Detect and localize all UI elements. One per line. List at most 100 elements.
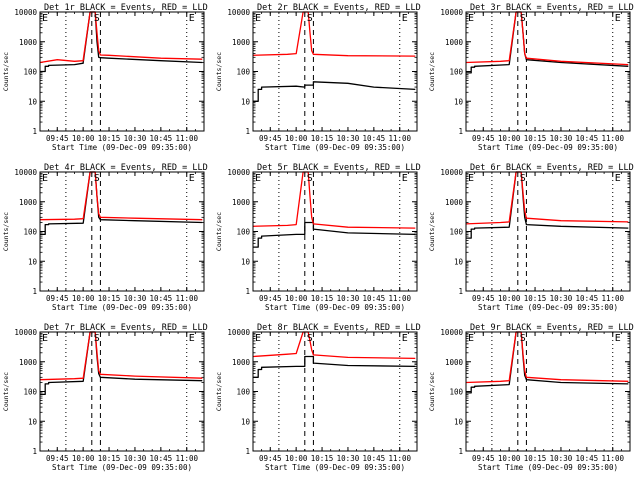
x-axis-label: Start Time (09-Dec-09 09:35:00) — [52, 303, 192, 312]
x-tick-label: 09:45 — [259, 294, 282, 303]
time-marker-label: E — [468, 13, 474, 24]
y-tick-label: 100 — [236, 228, 250, 237]
x-tick-label: 10:45 — [363, 454, 386, 463]
events-series-line — [466, 331, 629, 394]
panel-title: Det 2r BLACK = Events, RED = LLD — [257, 3, 421, 13]
panel-title: Det 4r BLACK = Events, RED = LLD — [44, 163, 208, 173]
x-tick-label: 10:30 — [337, 294, 360, 303]
detector-panel-4: Det 4r BLACK = Events, RED = LLD Counts/s… — [2, 163, 208, 312]
y-tick-label: 10000 — [440, 328, 463, 337]
y-tick-label: 10 — [241, 257, 251, 266]
x-tick-label: 09:45 — [472, 454, 495, 463]
y-tick-label: 100 — [449, 68, 463, 77]
x-tick-label: 10:15 — [98, 294, 121, 303]
x-tick-label: 10:00 — [498, 454, 521, 463]
time-marker-label: S — [94, 333, 100, 344]
x-tick-label: 10:15 — [524, 294, 547, 303]
y-tick-label: 100 — [449, 228, 463, 237]
time-marker-label: E — [615, 333, 621, 344]
time-marker-label: E — [189, 13, 195, 24]
y-axis-label: Counts/sec — [215, 212, 223, 251]
y-tick-label: 1 — [458, 447, 463, 456]
time-marker-label: E — [615, 173, 621, 184]
y-tick-label: 1000 — [445, 38, 464, 47]
time-marker-label: E — [468, 333, 474, 344]
x-tick-label: 10:00 — [285, 134, 308, 143]
time-marker-label: E — [189, 333, 195, 344]
time-marker-label: S — [520, 333, 526, 344]
detector-panel-8: Det 8r BLACK = Events, RED = LLD Counts/s… — [215, 323, 421, 472]
x-tick-label: 10:30 — [124, 454, 147, 463]
y-tick-label: 1 — [32, 447, 37, 456]
y-tick-label: 10000 — [227, 8, 250, 17]
y-tick-label: 10 — [28, 257, 38, 266]
y-tick-label: 1000 — [232, 358, 251, 367]
x-tick-label: 10:15 — [98, 454, 121, 463]
x-tick-label: 09:45 — [46, 294, 69, 303]
detector-panel-7: Det 7r BLACK = Events, RED = LLD Counts/s… — [2, 323, 208, 472]
y-axis-label: Counts/sec — [428, 52, 436, 91]
plot-frame — [465, 11, 631, 132]
x-tick-label: 09:45 — [472, 134, 495, 143]
y-tick-label: 1000 — [19, 358, 38, 367]
panel-title: Det 3r BLACK = Events, RED = LLD — [470, 3, 634, 13]
events-series-line — [40, 11, 203, 73]
y-tick-label: 10 — [454, 97, 464, 106]
time-marker-label: E — [255, 173, 261, 184]
y-tick-label: 10000 — [14, 8, 37, 17]
x-tick-label: 10:45 — [150, 454, 173, 463]
time-marker-label: E — [42, 13, 48, 24]
y-tick-label: 100 — [449, 388, 463, 397]
plot-frame — [252, 331, 418, 452]
y-tick-label: 1000 — [19, 38, 38, 47]
x-tick-label: 10:45 — [576, 134, 599, 143]
x-tick-label: 10:15 — [311, 134, 334, 143]
y-axis-label: Counts/sec — [215, 52, 223, 91]
plot-frame — [465, 331, 631, 452]
x-tick-label: 10:15 — [311, 454, 334, 463]
time-marker-label: E — [255, 13, 261, 24]
y-tick-label: 1000 — [19, 198, 38, 207]
y-tick-label: 10 — [454, 417, 464, 426]
y-tick-label: 1000 — [445, 198, 464, 207]
lld-series-line — [39, 171, 203, 221]
x-tick-label: 10:00 — [72, 454, 95, 463]
y-axis-label: Counts/sec — [2, 372, 10, 411]
time-marker-label: S — [520, 173, 526, 184]
time-marker-label: E — [402, 333, 408, 344]
time-marker-label: S — [307, 173, 313, 184]
lld-series-line — [39, 11, 203, 64]
time-marker-label: S — [94, 13, 100, 24]
plot-frame — [252, 11, 418, 132]
x-tick-label: 10:15 — [524, 454, 547, 463]
events-series-line — [253, 221, 416, 248]
x-axis-label: Start Time (09-Dec-09 09:35:00) — [478, 463, 618, 472]
x-tick-label: 10:15 — [524, 134, 547, 143]
x-tick-label: 10:30 — [550, 294, 573, 303]
x-tick-label: 09:45 — [472, 294, 495, 303]
time-marker-label: E — [42, 333, 48, 344]
x-tick-label: 10:00 — [285, 454, 308, 463]
y-tick-label: 10 — [241, 417, 251, 426]
x-tick-label: 11:00 — [388, 134, 411, 143]
time-marker-label: S — [307, 13, 313, 24]
detector-panel-1: Det 1r BLACK = Events, RED = LLD Counts/s… — [2, 3, 208, 152]
y-tick-label: 100 — [23, 228, 37, 237]
x-tick-label: 10:15 — [311, 294, 334, 303]
y-tick-label: 10000 — [440, 8, 463, 17]
x-tick-label: 11:00 — [601, 294, 624, 303]
x-tick-label: 09:45 — [46, 454, 69, 463]
events-series-line — [40, 171, 203, 236]
y-tick-label: 1 — [458, 287, 463, 296]
x-axis-label: Start Time (09-Dec-09 09:35:00) — [52, 463, 192, 472]
x-tick-label: 11:00 — [175, 134, 198, 143]
events-series-line — [466, 171, 629, 239]
y-axis-label: Counts/sec — [2, 52, 10, 91]
x-tick-label: 11:00 — [175, 294, 198, 303]
x-tick-label: 10:00 — [498, 294, 521, 303]
lld-series-line — [252, 11, 416, 57]
time-marker-label: E — [189, 173, 195, 184]
x-tick-label: 10:30 — [550, 454, 573, 463]
x-axis-label: Start Time (09-Dec-09 09:35:00) — [265, 463, 405, 472]
y-tick-label: 1 — [245, 447, 250, 456]
